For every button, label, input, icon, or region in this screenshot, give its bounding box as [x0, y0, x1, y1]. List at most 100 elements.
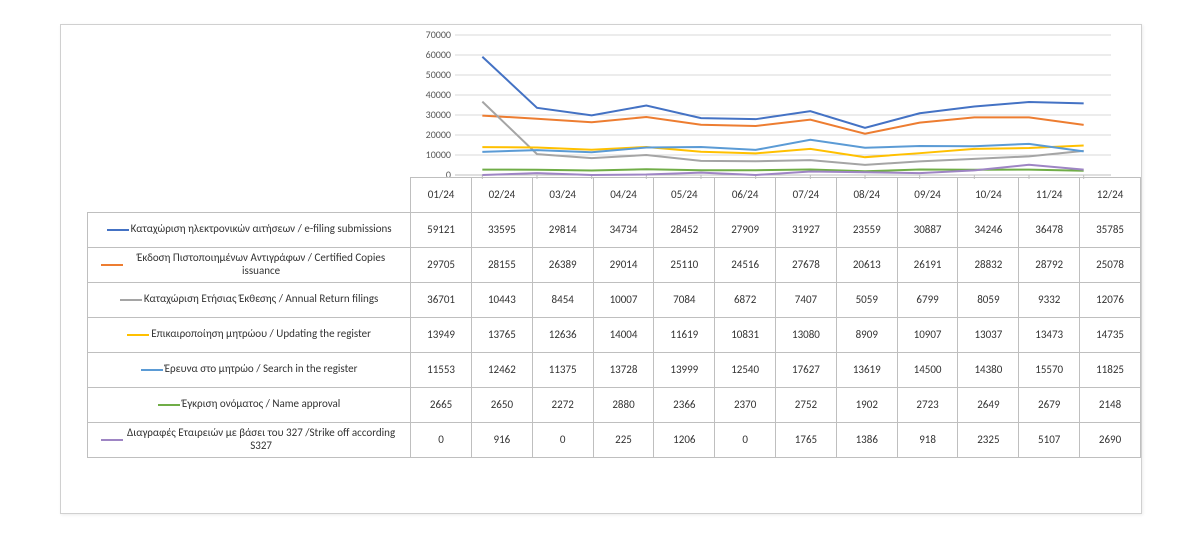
data-cell: 31927	[776, 212, 837, 247]
line-chart: 010000200003000040000500006000070000	[411, 35, 1111, 175]
data-cell: 27678	[776, 247, 837, 282]
data-cell: 2880	[593, 387, 654, 422]
data-cell: 8909	[836, 317, 897, 352]
series-label-cell: Έρευνα στο μητρώο / Search in the regist…	[88, 352, 411, 387]
data-cell: 17627	[776, 352, 837, 387]
series-label-cell: Επικαιροποίηση μητρώου / Updating the re…	[88, 317, 411, 352]
y-tick-label: 40000	[426, 90, 451, 100]
data-cell: 7407	[776, 282, 837, 317]
data-cell: 8059	[958, 282, 1019, 317]
month-header: 02/24	[471, 178, 532, 213]
data-cell: 13999	[654, 352, 715, 387]
data-cell: 0	[532, 422, 593, 457]
data-cell: 1206	[654, 422, 715, 457]
data-cell: 28452	[654, 212, 715, 247]
month-header: 01/24	[411, 178, 472, 213]
series-name: Έγκριση ονόματος / Name approval	[182, 398, 341, 411]
month-header: 03/24	[532, 178, 593, 213]
month-header: 09/24	[897, 178, 958, 213]
data-cell: 33595	[471, 212, 532, 247]
plot-area	[455, 35, 1111, 175]
series-label-cell: Καταχώριση ηλεκτρονικών αιτήσεων / e-fil…	[88, 212, 411, 247]
month-header: 10/24	[958, 178, 1019, 213]
data-cell: 5059	[836, 282, 897, 317]
data-cell: 26389	[532, 247, 593, 282]
data-cell: 35785	[1080, 212, 1141, 247]
data-cell: 59121	[411, 212, 472, 247]
data-cell: 23559	[836, 212, 897, 247]
data-cell: 24516	[715, 247, 776, 282]
data-cell: 2272	[532, 387, 593, 422]
series-line	[482, 169, 1083, 171]
data-cell: 27909	[715, 212, 776, 247]
data-cell: 12636	[532, 317, 593, 352]
data-cell: 13080	[776, 317, 837, 352]
legend-line-icon	[158, 404, 180, 406]
data-cell: 5107	[1019, 422, 1080, 457]
data-cell: 13949	[411, 317, 472, 352]
data-cell: 12462	[471, 352, 532, 387]
y-tick-label: 70000	[426, 30, 451, 40]
data-cell: 12076	[1080, 282, 1141, 317]
legend-line-icon	[101, 264, 123, 266]
legend-line-icon	[127, 334, 149, 336]
data-cell: 29705	[411, 247, 472, 282]
y-tick-label: 50000	[426, 70, 451, 80]
data-cell: 6799	[897, 282, 958, 317]
data-cell: 12540	[715, 352, 776, 387]
data-cell: 2649	[958, 387, 1019, 422]
data-cell: 10907	[897, 317, 958, 352]
data-cell: 20613	[836, 247, 897, 282]
data-cell: 13765	[471, 317, 532, 352]
data-cell: 6872	[715, 282, 776, 317]
data-cell: 0	[715, 422, 776, 457]
table-corner-cell	[88, 178, 411, 213]
table-row: Διαγραφές Εταιρειών με βάσει του 327 /St…	[88, 422, 1141, 457]
table-header-row: 01/2402/2403/2404/2405/2406/2407/2408/24…	[88, 178, 1141, 213]
month-header: 07/24	[776, 178, 837, 213]
data-cell: 10831	[715, 317, 776, 352]
y-tick-label: 20000	[426, 130, 451, 140]
data-cell: 916	[471, 422, 532, 457]
data-cell: 2752	[776, 387, 837, 422]
month-header: 05/24	[654, 178, 715, 213]
data-cell: 2148	[1080, 387, 1141, 422]
data-cell: 36478	[1019, 212, 1080, 247]
data-cell: 8454	[532, 282, 593, 317]
legend-line-icon	[107, 229, 129, 231]
y-tick-label: 30000	[426, 110, 451, 120]
data-cell: 29814	[532, 212, 593, 247]
data-cell: 11375	[532, 352, 593, 387]
legend-line-icon	[141, 369, 163, 371]
data-cell: 1902	[836, 387, 897, 422]
data-cell: 2370	[715, 387, 776, 422]
table-row: Καταχώριση Ετήσιας Έκθεσης / Annual Retu…	[88, 282, 1141, 317]
series-label-cell: Διαγραφές Εταιρειών με βάσει του 327 /St…	[88, 422, 411, 457]
series-label-cell: Έκδοση Πιστοποιημένων Αντιγράφων / Certi…	[88, 247, 411, 282]
data-cell: 0	[411, 422, 472, 457]
data-cell: 36701	[411, 282, 472, 317]
y-axis-labels: 010000200003000040000500006000070000	[411, 35, 453, 175]
data-cell: 2366	[654, 387, 715, 422]
data-cell: 2690	[1080, 422, 1141, 457]
y-tick-label: 10000	[426, 150, 451, 160]
data-cell: 26191	[897, 247, 958, 282]
data-cell: 2723	[897, 387, 958, 422]
data-cell: 15570	[1019, 352, 1080, 387]
data-cell: 2665	[411, 387, 472, 422]
data-cell: 2679	[1019, 387, 1080, 422]
data-cell: 30887	[897, 212, 958, 247]
legend-line-icon	[101, 439, 123, 441]
data-cell: 34246	[958, 212, 1019, 247]
data-cell: 11619	[654, 317, 715, 352]
data-cell: 2325	[958, 422, 1019, 457]
series-name: Έκδοση Πιστοποιημένων Αντιγράφων / Certi…	[125, 252, 397, 277]
table-row: Έγκριση ονόματος / Name approval26652650…	[88, 387, 1141, 422]
data-cell: 11825	[1080, 352, 1141, 387]
data-table-body: 01/2402/2403/2404/2405/2406/2407/2408/24…	[88, 178, 1141, 458]
series-name: Έρευνα στο μητρώο / Search in the regist…	[165, 363, 358, 376]
table-row: Επικαιροποίηση μητρώου / Updating the re…	[88, 317, 1141, 352]
data-cell: 11553	[411, 352, 472, 387]
data-cell: 13728	[593, 352, 654, 387]
data-cell: 10007	[593, 282, 654, 317]
